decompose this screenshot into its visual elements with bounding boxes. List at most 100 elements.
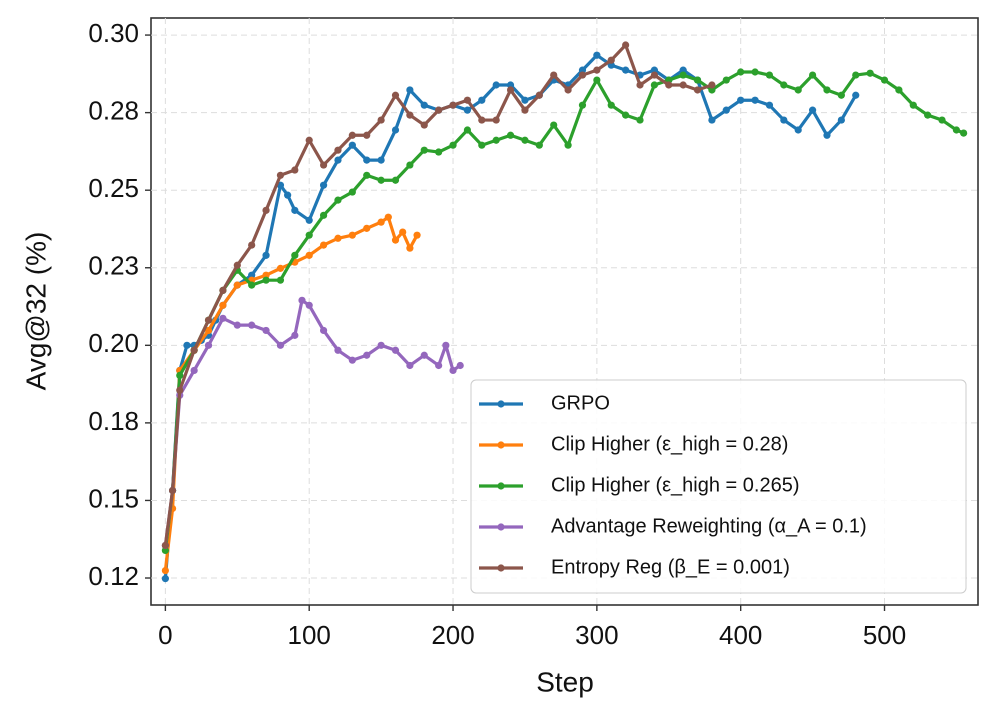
point bbox=[442, 341, 450, 349]
point bbox=[161, 541, 169, 550]
point bbox=[262, 206, 270, 214]
point bbox=[521, 96, 529, 104]
legend-box bbox=[470, 379, 967, 594]
point bbox=[334, 346, 342, 354]
point bbox=[291, 166, 299, 174]
point bbox=[334, 234, 342, 242]
point bbox=[578, 101, 587, 109]
point bbox=[492, 81, 500, 89]
point bbox=[262, 326, 270, 335]
point bbox=[291, 331, 299, 339]
legend-marker bbox=[497, 523, 505, 531]
point bbox=[780, 81, 788, 89]
legend-label: Clip Higher (ε_high = 0.265) bbox=[551, 474, 800, 496]
y-tick-label: 0.18 bbox=[88, 406, 139, 436]
point bbox=[463, 126, 472, 134]
point bbox=[449, 366, 457, 375]
point bbox=[679, 66, 687, 74]
point bbox=[852, 91, 860, 99]
point bbox=[219, 286, 227, 295]
point bbox=[578, 66, 587, 74]
legend-label: Advantage Reweighting (α_A = 0.1) bbox=[551, 515, 867, 537]
point bbox=[334, 146, 342, 154]
point bbox=[952, 126, 961, 134]
point bbox=[363, 171, 371, 179]
x-axis-label: Step bbox=[536, 666, 594, 697]
point bbox=[420, 351, 428, 359]
point bbox=[478, 116, 486, 124]
point bbox=[650, 81, 658, 89]
point bbox=[852, 71, 860, 79]
point bbox=[420, 121, 428, 129]
point bbox=[161, 546, 169, 554]
point bbox=[377, 341, 385, 349]
point bbox=[593, 76, 601, 84]
point bbox=[384, 213, 392, 221]
point bbox=[233, 261, 241, 269]
point bbox=[262, 276, 270, 284]
legend-label: Clip Higher (ε_high = 0.28) bbox=[551, 433, 788, 455]
point bbox=[319, 181, 328, 189]
x-tick-label: 200 bbox=[431, 620, 474, 650]
point bbox=[521, 136, 529, 144]
point bbox=[406, 361, 414, 370]
point bbox=[161, 566, 169, 575]
point bbox=[406, 244, 414, 252]
point bbox=[348, 131, 356, 139]
point bbox=[377, 156, 385, 164]
y-tick-label: 0.15 bbox=[88, 483, 139, 513]
point bbox=[363, 156, 371, 164]
point bbox=[809, 106, 817, 114]
point bbox=[895, 86, 903, 94]
point bbox=[478, 141, 486, 149]
point bbox=[305, 216, 313, 224]
point bbox=[622, 41, 630, 49]
point bbox=[765, 101, 774, 109]
point bbox=[176, 386, 184, 394]
point bbox=[391, 236, 400, 244]
point bbox=[794, 86, 802, 94]
point bbox=[276, 264, 285, 272]
point bbox=[880, 76, 889, 84]
legend-label: Entropy Reg (β_E = 0.001) bbox=[551, 556, 790, 578]
plot-frame bbox=[150, 17, 979, 606]
point bbox=[435, 106, 443, 114]
series-line bbox=[163, 215, 419, 571]
point bbox=[765, 71, 774, 79]
point bbox=[334, 196, 342, 204]
point bbox=[276, 171, 285, 179]
point bbox=[751, 68, 759, 76]
series-group bbox=[161, 41, 968, 583]
point bbox=[924, 111, 932, 119]
point bbox=[348, 356, 356, 364]
y-tick-label: 0.30 bbox=[88, 18, 139, 48]
x-tick-label: 0 bbox=[158, 620, 172, 650]
point bbox=[708, 81, 716, 89]
point bbox=[291, 206, 299, 214]
point bbox=[564, 141, 572, 149]
x-tick-label: 500 bbox=[863, 620, 906, 650]
point bbox=[298, 296, 306, 304]
point bbox=[204, 341, 213, 349]
point bbox=[276, 276, 285, 284]
point bbox=[823, 131, 831, 139]
point bbox=[521, 106, 529, 114]
point bbox=[305, 136, 313, 144]
point bbox=[535, 141, 543, 149]
point bbox=[391, 346, 400, 354]
point bbox=[506, 131, 515, 139]
point bbox=[291, 251, 299, 259]
point bbox=[693, 86, 702, 94]
point bbox=[737, 68, 745, 76]
point bbox=[456, 361, 464, 370]
point bbox=[183, 341, 191, 349]
point bbox=[176, 371, 184, 380]
point bbox=[248, 271, 256, 279]
point bbox=[679, 81, 687, 89]
point bbox=[319, 241, 328, 249]
series bbox=[161, 213, 421, 575]
point bbox=[363, 131, 371, 139]
point bbox=[535, 91, 543, 99]
point bbox=[319, 161, 328, 169]
point bbox=[708, 116, 716, 124]
